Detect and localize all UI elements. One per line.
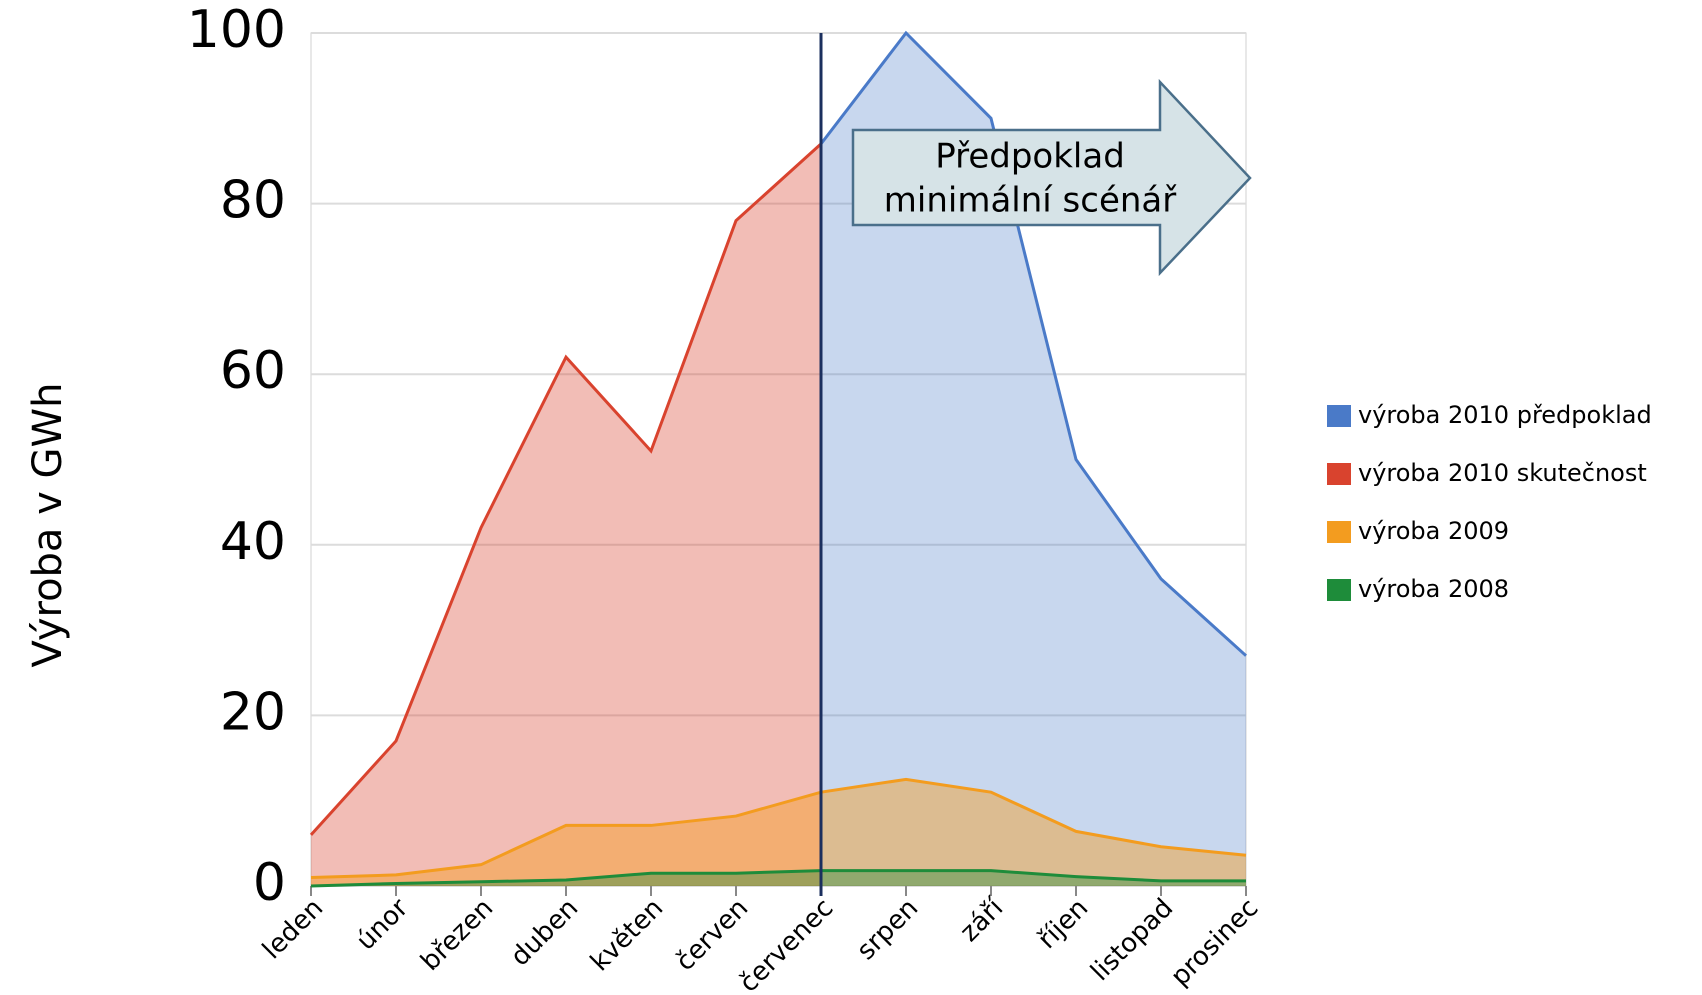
annotation-text: minimální scénář xyxy=(884,181,1177,221)
x-tick-label: duben xyxy=(505,893,584,972)
series-line xyxy=(309,142,823,836)
legend-swatch xyxy=(1327,521,1351,543)
x-tick-label: srpen xyxy=(851,893,924,966)
series-line xyxy=(819,30,1248,657)
y-tick-label: 100 xyxy=(187,0,286,60)
area-fill xyxy=(311,143,821,886)
x-tick-label: říjen xyxy=(1032,893,1094,955)
legend-swatch xyxy=(1327,579,1351,601)
y-tick-label: 60 xyxy=(220,341,286,401)
x-tick-label: listopad xyxy=(1085,893,1179,987)
series-line xyxy=(310,869,1246,888)
x-tick-label: květen xyxy=(585,893,669,977)
legend-label: výroba 2010 skutečnost xyxy=(1358,459,1647,487)
legend-label: výroba 2008 xyxy=(1358,575,1509,603)
legend-swatch xyxy=(1327,463,1351,485)
y-tick-label: 0 xyxy=(253,853,286,913)
annotation-arrow xyxy=(851,78,1252,277)
annotation-text: Předpoklad xyxy=(935,137,1125,177)
area-fill xyxy=(311,779,1246,886)
series-line xyxy=(310,777,1247,879)
y-tick-label: 40 xyxy=(220,512,286,572)
x-tick-label: prosinec xyxy=(1165,893,1264,992)
y-tick-label: 20 xyxy=(220,682,286,742)
x-tick-label: červen xyxy=(670,893,754,977)
area-fill xyxy=(821,33,1246,886)
y-tick-label: 80 xyxy=(220,171,286,231)
legend-swatch xyxy=(1327,405,1351,427)
x-tick-label: červenec xyxy=(734,893,839,995)
area-fill xyxy=(311,870,1246,886)
x-tick-label: září xyxy=(954,892,1009,947)
legend-label: výroba 2009 xyxy=(1358,517,1509,545)
x-tick-label: únor xyxy=(351,893,415,957)
y-axis-label: Výroba v GWh xyxy=(25,383,71,668)
x-tick-label: březen xyxy=(415,893,499,977)
legend-label: výroba 2010 předpoklad xyxy=(1358,401,1652,429)
